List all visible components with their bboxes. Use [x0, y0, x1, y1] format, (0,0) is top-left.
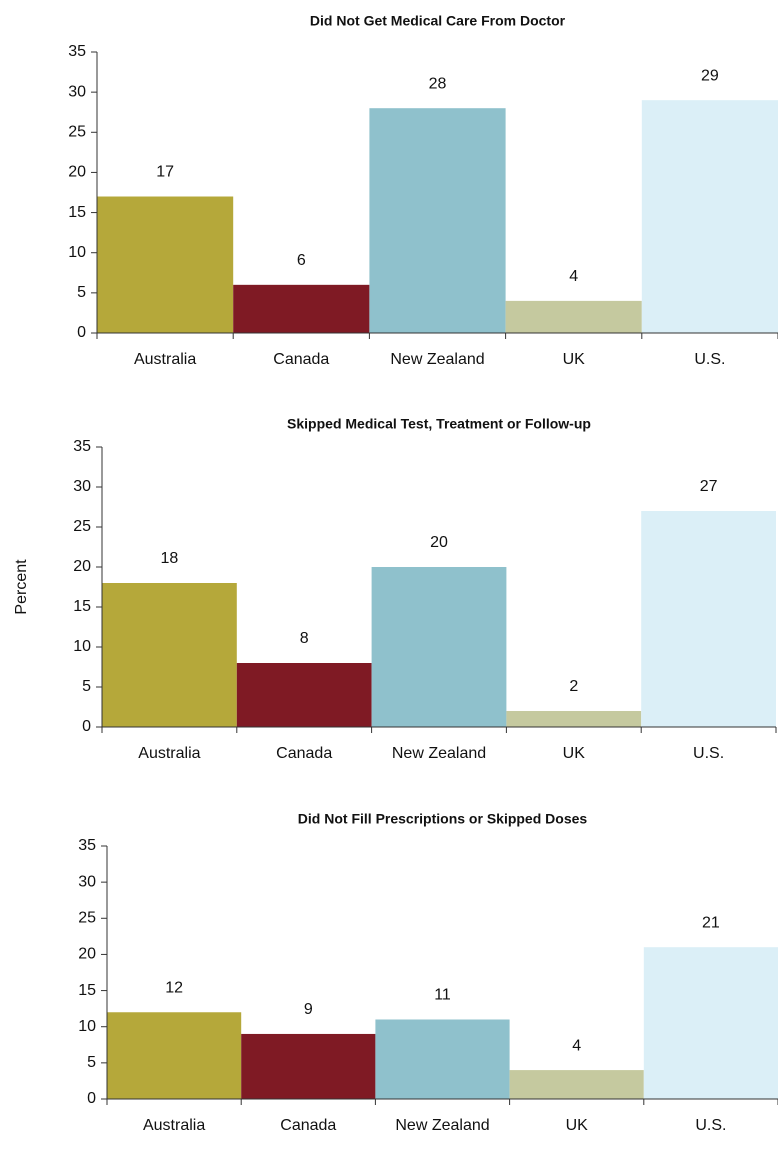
- y-tick-label: 30: [78, 873, 96, 890]
- x-tick-label: New Zealand: [395, 1117, 489, 1134]
- y-tick-label: 25: [78, 910, 96, 927]
- y-tick-label: 0: [87, 1090, 96, 1107]
- x-tick-label: Canada: [276, 745, 332, 762]
- y-tick-label: 35: [78, 837, 96, 854]
- bar: [505, 300, 642, 333]
- value-label: 6: [297, 252, 306, 269]
- x-tick-label: Canada: [273, 351, 329, 368]
- value-label: 27: [700, 478, 718, 495]
- x-tick-label: Australia: [134, 351, 196, 368]
- value-label: 9: [304, 1001, 313, 1018]
- y-tick-label: 15: [73, 598, 91, 615]
- bar: [641, 100, 778, 334]
- bar: [509, 1070, 644, 1099]
- x-tick-label: Canada: [280, 1117, 336, 1134]
- value-label: 4: [572, 1037, 581, 1054]
- x-tick-label: U.S.: [693, 745, 724, 762]
- y-tick-label: 0: [82, 718, 91, 735]
- y-tick-label: 5: [87, 1054, 96, 1071]
- bar: [643, 947, 778, 1099]
- y-tick-label: 30: [68, 83, 86, 100]
- y-tick-label: 15: [68, 204, 86, 221]
- value-label: 17: [156, 164, 174, 181]
- chart-title: Did Not Get Medical Care From Doctor: [310, 13, 566, 29]
- value-label: 11: [434, 987, 451, 1004]
- x-tick-label: Australia: [143, 1117, 205, 1134]
- y-tick-label: 10: [68, 244, 86, 261]
- y-tick-label: 5: [77, 284, 86, 301]
- value-label: 21: [702, 914, 720, 931]
- x-tick-label: UK: [563, 745, 586, 762]
- chart-title: Did Not Fill Prescriptions or Skipped Do…: [298, 811, 588, 827]
- y-axis-label: Percent: [13, 559, 30, 615]
- y-tick-label: 25: [68, 124, 86, 141]
- bar: [102, 583, 237, 727]
- bar: [369, 108, 506, 333]
- value-label: 28: [429, 75, 447, 92]
- y-tick-label: 30: [73, 478, 91, 495]
- x-tick-label: New Zealand: [390, 351, 484, 368]
- bar: [233, 284, 370, 333]
- y-tick-label: 10: [73, 638, 91, 655]
- bar: [641, 511, 776, 727]
- value-label: 2: [569, 678, 578, 695]
- value-label: 4: [569, 268, 578, 285]
- x-tick-label: New Zealand: [392, 745, 486, 762]
- bar: [236, 663, 372, 727]
- x-tick-label: U.S.: [694, 351, 725, 368]
- y-tick-label: 10: [78, 1018, 96, 1035]
- value-label: 20: [430, 534, 448, 551]
- bar: [375, 1019, 510, 1099]
- y-tick-label: 20: [73, 558, 91, 575]
- bar: [506, 711, 642, 727]
- y-tick-label: 15: [78, 982, 96, 999]
- x-tick-label: UK: [563, 351, 586, 368]
- y-tick-label: 35: [73, 438, 91, 455]
- bar: [97, 196, 234, 333]
- y-tick-label: 5: [82, 678, 91, 695]
- x-tick-label: Australia: [138, 745, 200, 762]
- y-tick-label: 20: [68, 164, 86, 181]
- x-tick-label: U.S.: [695, 1117, 726, 1134]
- value-label: 12: [165, 979, 183, 996]
- chart-title: Skipped Medical Test, Treatment or Follo…: [287, 416, 591, 432]
- value-label: 18: [161, 550, 179, 567]
- x-tick-label: UK: [566, 1117, 589, 1134]
- y-tick-label: 20: [78, 946, 96, 963]
- value-label: 8: [300, 630, 309, 647]
- y-tick-label: 25: [73, 518, 91, 535]
- y-tick-label: 35: [68, 43, 86, 60]
- y-tick-label: 0: [77, 324, 86, 341]
- value-label: 29: [701, 67, 719, 84]
- bar: [371, 567, 507, 727]
- bar: [241, 1033, 376, 1099]
- bar: [107, 1012, 242, 1099]
